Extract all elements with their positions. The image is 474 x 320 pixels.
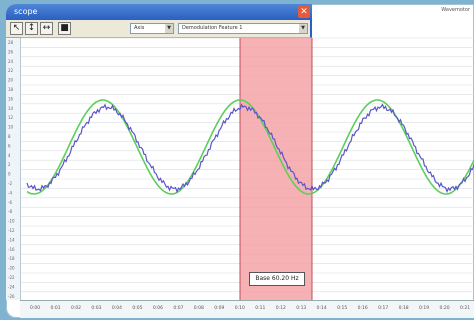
left-axis-tick-label: -10: [8, 219, 15, 224]
feature-select-value: Demodulation Feature 1: [182, 25, 243, 31]
left-axis-tick-label: -26: [8, 294, 15, 299]
left-axis-tick-label: 2: [8, 162, 11, 167]
bottom-axis-tick-label: 0:05: [132, 306, 143, 311]
left-axis-tick-label: -18: [8, 256, 15, 261]
left-axis-tick-label: 6: [8, 143, 11, 148]
left-axis-tick-label: 14: [8, 106, 14, 111]
bottom-axis-tick-label: 0:20: [439, 306, 450, 311]
left-axis-tick-label: 12: [8, 115, 14, 120]
left-axis-tick-label: -16: [8, 247, 15, 252]
bottom-axis-tick-label: 0:02: [70, 306, 82, 311]
horizontal-cursor-icon[interactable]: ↔: [40, 22, 53, 35]
left-axis-tick-label: 18: [8, 87, 14, 92]
left-axis-tick-label: 26: [8, 49, 14, 54]
bottom-axis-tick-label: 0:01: [50, 306, 61, 311]
bottom-axis: 0:00 0:01 0:02 0:03 0:04 0:05 0:06 0:07 0:08 0:09…: [20, 300, 474, 318]
left-axis-tick-label: -4: [8, 190, 12, 195]
scope-window: scope ✕ Wavemotor ↖ ↕ ↔ ■ Axis ▼ Demodul…: [6, 4, 474, 318]
window-title: scope: [14, 7, 38, 16]
bottom-axis-tick-label: 0:10: [234, 306, 245, 311]
close-icon[interactable]: ✕: [298, 6, 310, 18]
chevron-down-icon: ▼: [165, 24, 173, 33]
bottom-axis-tick-label: 0:04: [111, 306, 122, 311]
bottom-axis-tick-label: 0:13: [296, 306, 307, 311]
left-axis-tick-label: -20: [8, 266, 15, 271]
left-axis-tick-label: 10: [8, 125, 14, 130]
highlight-region: [240, 38, 312, 300]
top-right-label: Wavemotor: [441, 7, 470, 13]
left-axis-tick-label: 22: [8, 68, 14, 73]
left-axis-tick-label: -2: [8, 181, 12, 186]
left-axis-tick-label: -24: [8, 284, 15, 289]
left-axis-tick-label: -22: [8, 275, 15, 280]
bottom-axis-tick-label: 0:09: [214, 306, 225, 311]
bottom-axis-tick-label: 0:19: [419, 306, 430, 311]
bottom-axis-tick-label: 0:08: [193, 306, 204, 311]
axis-select[interactable]: Axis ▼: [130, 23, 174, 34]
left-axis-tick-label: 24: [8, 59, 14, 64]
bottom-axis-tick-label: 0:07: [173, 306, 184, 311]
bottom-axis-tick-label: 0:17: [378, 306, 389, 311]
bottom-axis-tick-label: 0:18: [398, 306, 409, 311]
vertical-cursor-icon[interactable]: ↕: [25, 22, 38, 35]
left-axis-tick-label: 20: [8, 78, 14, 83]
left-axis-tick-label: 16: [8, 96, 14, 101]
bottom-axis-tick-label: 0:11: [255, 306, 266, 311]
frequency-readout: Base 60.20 Hz: [249, 272, 305, 286]
left-axis-ticks: 2826242220181614121086420-2-4-6-8-10-12-…: [8, 40, 15, 299]
left-axis-tick-label: -14: [8, 237, 15, 242]
feature-select[interactable]: Demodulation Feature 1 ▼: [178, 23, 308, 34]
cursor-arrow-icon[interactable]: ↖: [10, 22, 23, 35]
chevron-down-icon: ▼: [299, 24, 307, 33]
title-bar: scope ✕: [6, 4, 312, 20]
left-axis-tick-label: -6: [8, 200, 12, 205]
left-axis-tick-label: 4: [8, 153, 11, 158]
bottom-axis-tick-label: 0:15: [337, 306, 348, 311]
bottom-axis-tick-label: 0:21: [460, 306, 471, 311]
left-axis-tick-label: -8: [8, 209, 12, 214]
axis-select-value: Axis: [134, 25, 145, 31]
bottom-axis-tick-label: 0:00: [30, 306, 41, 311]
left-axis-tick-label: 28: [8, 40, 14, 45]
bottom-axis-tick-label: 0:12: [275, 306, 286, 311]
signal-plot[interactable]: 2826242220181614121086420-2-4-6-8-10-12-…: [6, 4, 474, 318]
stop-icon[interactable]: ■: [58, 22, 71, 35]
left-axis: [6, 38, 21, 300]
bottom-axis-tick-label: 0:14: [316, 306, 327, 311]
left-axis-tick-label: 0: [8, 172, 11, 177]
left-axis-tick-label: 8: [8, 134, 11, 139]
bottom-axis-tick-label: 0:16: [357, 306, 368, 311]
bottom-axis-tick-label: 0:06: [152, 306, 163, 311]
left-axis-tick-label: -12: [8, 228, 15, 233]
blue-series-line: [26, 103, 474, 194]
toolbar: ↖ ↕ ↔ ■ Axis ▼ Demodulation Feature 1 ▼: [6, 20, 312, 38]
bottom-axis-tick-label: 0:03: [91, 306, 102, 311]
